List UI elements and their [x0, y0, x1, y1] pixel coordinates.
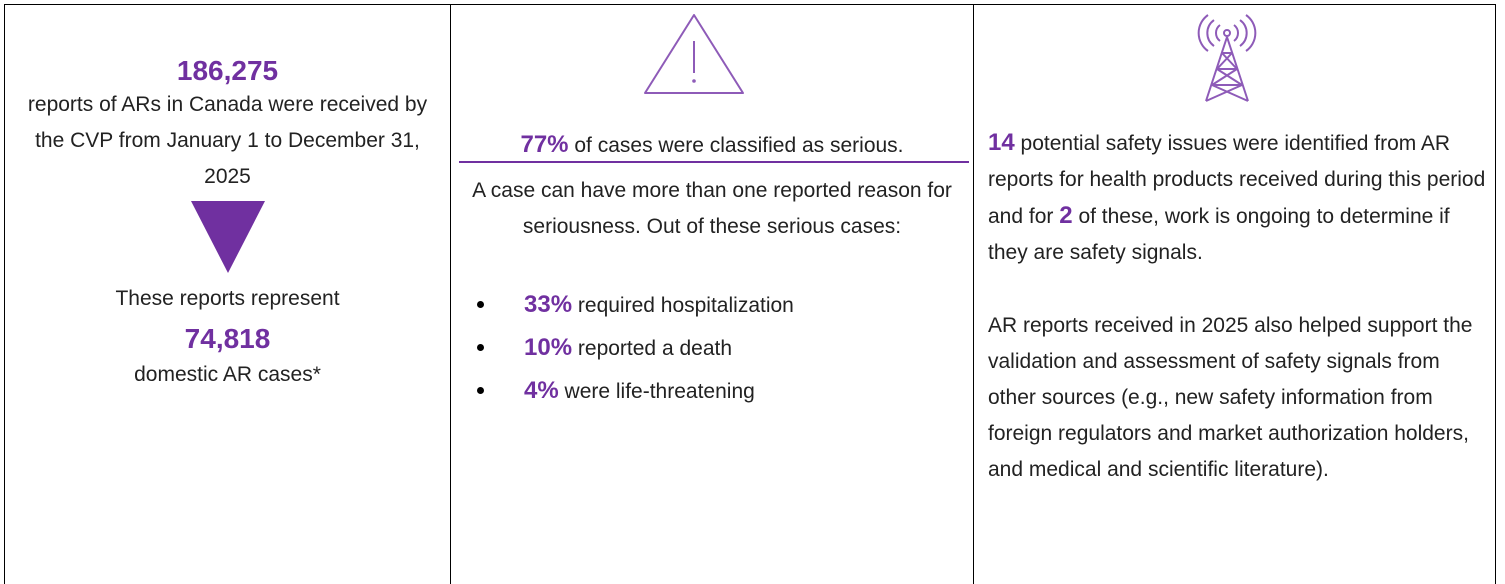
tower-icon [1197, 14, 1257, 102]
bullet-number: 10% [524, 334, 573, 361]
reports-lead: These reports represent [115, 287, 340, 310]
down-triangle-icon [191, 201, 265, 273]
table: 186,275 reports of ARs in Canada were re… [4, 4, 1496, 584]
signals-text: of these, work is ongoing to determine i… [988, 205, 1450, 264]
bullet: 10% reported a death [451, 326, 973, 369]
serious-text: of cases were classified as serious. [574, 134, 904, 157]
bullet-number: 33% [524, 291, 573, 318]
cases-text: domestic AR cases* [134, 363, 321, 386]
bullet-text: required hospitalization [577, 294, 794, 317]
reports-text: reports of ARs in Canada were received b… [27, 93, 428, 188]
bullet-text: reported a death [577, 337, 733, 360]
warning-icon [644, 14, 744, 94]
reports-number: 186,275 [176, 55, 279, 86]
issues-number: 14 [988, 129, 1015, 156]
seriousness-cell: 77% of cases were classified as serious.… [450, 5, 973, 584]
bullet-number: 4% [524, 377, 559, 404]
bullet: 33% required hospitalization [451, 283, 973, 326]
support-paragraph: AR reports received in 2025 also helped … [988, 314, 1473, 481]
page: {"summary": { "reports": {"number": "186… [4, 4, 1496, 584]
serious-headline: 77% of cases were classified as serious. [459, 127, 965, 164]
ongoing-number: 2 [1059, 202, 1073, 229]
bullet-list: 33% required hospitalization 10% reporte… [451, 283, 973, 412]
divider [459, 161, 969, 163]
bullet: 4% were life-threatening [451, 369, 973, 412]
serious-number: 77% [520, 131, 569, 158]
signals-text: potential safety issues were identified … [988, 132, 1486, 228]
signals-cell: 14 potential safety issues were identifi… [973, 5, 1497, 584]
signals-paragraph: 14 potential safety issues were identifi… [988, 125, 1487, 271]
serious-note: A case can have more than one reported r… [472, 179, 952, 238]
bullet-text: were life-threatening [564, 380, 755, 403]
cases-number: 74,818 [184, 323, 271, 354]
reports-cell: 186,275 reports of ARs in Canada were re… [5, 5, 450, 584]
